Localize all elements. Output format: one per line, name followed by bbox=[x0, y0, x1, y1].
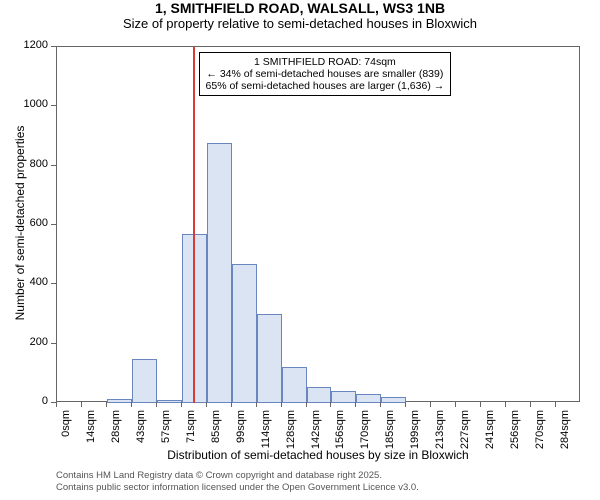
ytick-label: 0 bbox=[0, 395, 48, 407]
annotation-line3: 65% of semi-detached houses are larger (… bbox=[206, 80, 445, 92]
xtick bbox=[131, 402, 132, 407]
xtick-label: 14sqm bbox=[85, 410, 97, 460]
ytick-label: 200 bbox=[0, 336, 48, 348]
xtick-label: 241sqm bbox=[484, 410, 496, 460]
xtick bbox=[156, 402, 157, 407]
xtick-label: 170sqm bbox=[359, 410, 371, 460]
xtick-label: 43sqm bbox=[135, 410, 147, 460]
xtick-label: 270sqm bbox=[534, 410, 546, 460]
ytick-label: 600 bbox=[0, 217, 48, 229]
histogram-bar bbox=[331, 391, 356, 403]
xtick bbox=[330, 402, 331, 407]
xtick-label: 85sqm bbox=[210, 410, 222, 460]
ytick-label: 400 bbox=[0, 276, 48, 288]
ytick-label: 800 bbox=[0, 158, 48, 170]
chart-subtitle: Size of property relative to semi-detach… bbox=[0, 16, 600, 31]
xtick bbox=[106, 402, 107, 407]
xtick bbox=[530, 402, 531, 407]
ytick bbox=[51, 224, 56, 225]
xtick bbox=[306, 402, 307, 407]
xtick-label: 57sqm bbox=[160, 410, 172, 460]
xtick-label: 284sqm bbox=[559, 410, 571, 460]
ytick bbox=[51, 105, 56, 106]
xtick bbox=[256, 402, 257, 407]
xtick-label: 142sqm bbox=[310, 410, 322, 460]
attribution-line1: Contains HM Land Registry data © Crown c… bbox=[56, 470, 419, 482]
xtick-label: 227sqm bbox=[459, 410, 471, 460]
histogram-bar bbox=[107, 399, 132, 403]
xtick-label: 185sqm bbox=[384, 410, 396, 460]
xtick bbox=[281, 402, 282, 407]
xtick bbox=[206, 402, 207, 407]
attribution: Contains HM Land Registry data © Crown c… bbox=[56, 470, 419, 495]
ytick-label: 1000 bbox=[0, 98, 48, 110]
xtick-label: 256sqm bbox=[509, 410, 521, 460]
ytick bbox=[51, 46, 56, 47]
annotation-line2: ← 34% of semi-detached houses are smalle… bbox=[206, 68, 445, 80]
xtick bbox=[505, 402, 506, 407]
xtick-label: 0sqm bbox=[60, 410, 72, 460]
xtick bbox=[480, 402, 481, 407]
xtick bbox=[555, 402, 556, 407]
xtick-label: 28sqm bbox=[110, 410, 122, 460]
xtick-label: 199sqm bbox=[409, 410, 421, 460]
ytick bbox=[51, 283, 56, 284]
xtick bbox=[405, 402, 406, 407]
xtick bbox=[430, 402, 431, 407]
xtick-label: 128sqm bbox=[285, 410, 297, 460]
annotation-line1: 1 SMITHFIELD ROAD: 74sqm bbox=[206, 56, 445, 68]
xtick-label: 213sqm bbox=[434, 410, 446, 460]
chart-title: 1, SMITHFIELD ROAD, WALSALL, WS3 1NB bbox=[0, 0, 600, 16]
xtick bbox=[56, 402, 57, 407]
xtick bbox=[231, 402, 232, 407]
xtick bbox=[455, 402, 456, 407]
histogram-bar bbox=[282, 367, 307, 403]
xtick-label: 114sqm bbox=[260, 410, 272, 460]
histogram-bar bbox=[356, 394, 381, 403]
histogram-bar bbox=[157, 400, 182, 403]
ytick bbox=[51, 165, 56, 166]
attribution-line2: Contains public sector information licen… bbox=[56, 482, 419, 494]
ytick bbox=[51, 343, 56, 344]
marker-line bbox=[193, 47, 195, 403]
histogram-bar bbox=[207, 143, 232, 403]
xtick bbox=[355, 402, 356, 407]
xtick bbox=[181, 402, 182, 407]
ytick-label: 1200 bbox=[0, 39, 48, 51]
histogram-bar bbox=[381, 397, 406, 403]
plot-area bbox=[56, 46, 580, 402]
xtick-label: 99sqm bbox=[235, 410, 247, 460]
xtick-label: 156sqm bbox=[334, 410, 346, 460]
xtick bbox=[380, 402, 381, 407]
histogram-bar bbox=[257, 314, 282, 403]
histogram-bar bbox=[232, 264, 257, 403]
histogram-bar bbox=[132, 359, 157, 404]
histogram-bar bbox=[307, 387, 332, 403]
xtick-label: 71sqm bbox=[185, 410, 197, 460]
annotation-box: 1 SMITHFIELD ROAD: 74sqm ← 34% of semi-d… bbox=[199, 52, 452, 96]
xtick bbox=[81, 402, 82, 407]
